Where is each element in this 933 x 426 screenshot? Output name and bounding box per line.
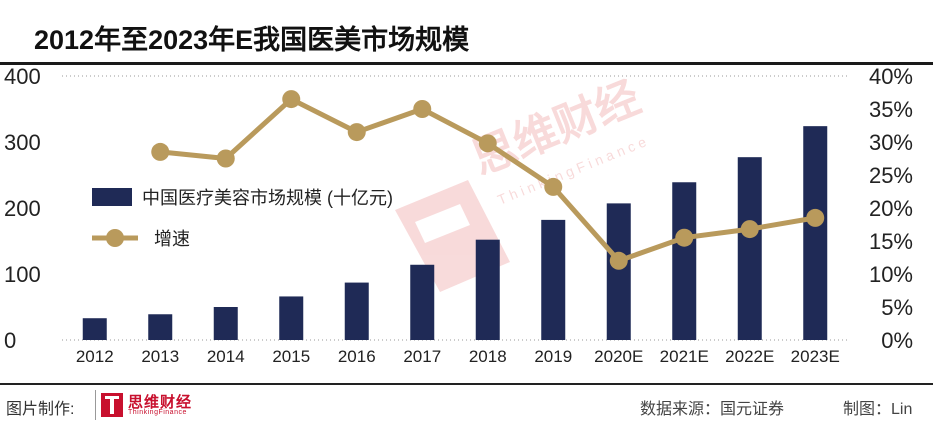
x-tick-label: 2019 (534, 347, 572, 366)
growth-point-2019 (544, 177, 563, 196)
legend: 中国医疗美容市场规模 (十亿元) 增速 (92, 188, 393, 249)
x-tick-label: 2015 (272, 347, 310, 366)
growth-point-2021E (675, 228, 694, 247)
right-axis-tick-label: 20% (869, 196, 913, 221)
logo-subtext: ThinkingFinance (128, 409, 187, 416)
x-tick-label: 2014 (207, 347, 245, 366)
growth-point-2015 (282, 90, 301, 109)
right-axis-tick-label: 15% (869, 229, 913, 254)
legend-line-marker (106, 229, 124, 247)
left-axis-tick-label: 0 (4, 328, 16, 353)
right-axis-tick-label: 30% (869, 130, 913, 155)
growth-point-2013 (151, 142, 170, 161)
growth-point-2022E (740, 220, 759, 239)
bar-2020E (606, 203, 631, 340)
data-source: 数据来源：国元证券 (640, 401, 785, 418)
growth-point-2014 (216, 149, 235, 168)
logo-icon (101, 393, 123, 417)
x-tick-label: 2023E (791, 347, 840, 366)
bar-2015 (279, 296, 304, 340)
legend-line-label: 增速 (154, 229, 190, 249)
right-axis-tick-label: 35% (869, 97, 913, 122)
x-tick-label: 2013 (141, 347, 179, 366)
x-tick-label: 2017 (403, 347, 441, 366)
logo-text: 思维财经 (128, 394, 193, 411)
growth-point-2017 (413, 100, 432, 118)
x-tick-label: 2020E (594, 347, 643, 366)
right-axis-tick-label: 40% (869, 64, 913, 89)
growth-point-2023E (806, 208, 825, 227)
footer: 图片制作: 思维财经 ThinkingFinance 数据来源：国元证券 制图：… (0, 383, 933, 426)
chart-title: 2012年至2023年E我国医美市场规模 (34, 25, 470, 55)
legend-bar-swatch (92, 188, 132, 206)
left-axis-tick-label: 100 (4, 262, 41, 287)
x-tick-label: 2012 (76, 347, 114, 366)
bar-2013 (148, 314, 173, 340)
bar-2016 (344, 282, 369, 340)
x-tick-label: 2021E (660, 347, 709, 366)
title-rule (0, 62, 933, 65)
watermark-logo-bar (415, 204, 470, 243)
right-axis-tick-label: 10% (869, 262, 913, 287)
made-by-label: 图片制作: (6, 401, 75, 418)
left-axis-tick-label: 200 (4, 196, 41, 221)
right-axis-tick-label: 0% (881, 328, 913, 353)
footer-logo: 思维财经 ThinkingFinance (95, 390, 211, 420)
right-axis-tick-label: 5% (881, 295, 913, 320)
bar-2018 (475, 239, 500, 340)
legend-bar-label: 中国医疗美容市场规模 (十亿元) (142, 188, 393, 208)
x-tick-label: 2022E (725, 347, 774, 366)
bar-2021E (672, 182, 697, 340)
bar-2014 (213, 307, 238, 340)
x-tick-label: 2018 (469, 347, 507, 366)
bar-2017 (410, 264, 435, 340)
bar-2022E (737, 157, 762, 340)
chart-author: 制图：Lin (843, 401, 913, 418)
growth-point-2018 (478, 134, 497, 153)
bar-2012 (82, 318, 107, 340)
left-axis-tick-label: 400 (4, 64, 41, 89)
x-tick-label: 2016 (338, 347, 376, 366)
left-axis-tick-label: 300 (4, 130, 41, 155)
right-axis-tick-label: 25% (869, 163, 913, 188)
bar-2023E (803, 126, 828, 340)
growth-point-2020E (609, 251, 628, 270)
bar-2019 (541, 219, 566, 340)
growth-point-2016 (347, 123, 366, 142)
